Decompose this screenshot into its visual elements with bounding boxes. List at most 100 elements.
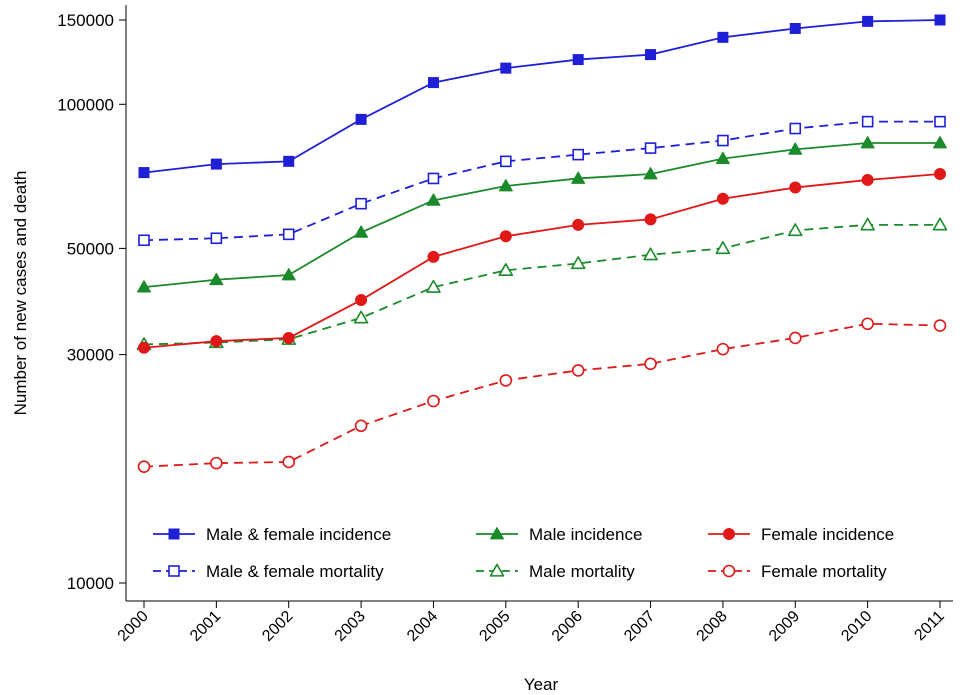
x-tick-label: 2000 — [115, 608, 152, 645]
data-point — [861, 317, 874, 331]
legend-label: Male mortality — [529, 562, 635, 581]
data-point — [210, 335, 223, 348]
plot-area — [125, 5, 953, 602]
data-point — [644, 142, 657, 154]
data-point — [645, 49, 657, 61]
legend-label: Male incidence — [529, 525, 642, 544]
series-layer — [136, 14, 948, 473]
x-axis-label: Year — [524, 675, 559, 694]
series-line — [143, 223, 940, 346]
data-point — [210, 456, 223, 470]
data-point — [717, 31, 729, 43]
legend-item: Male & female mortality — [153, 562, 384, 581]
legend-label: Female mortality — [761, 562, 887, 581]
x-tick-label: 2005 — [476, 608, 513, 645]
data-point — [498, 263, 514, 276]
data-point — [572, 218, 585, 231]
series-male-female-mortality — [138, 115, 946, 247]
data-point — [860, 136, 875, 149]
data-point — [137, 280, 151, 293]
data-point — [715, 151, 730, 165]
data-point — [934, 168, 946, 181]
data-point — [282, 228, 295, 241]
series-line — [143, 322, 941, 468]
data-point — [644, 357, 657, 371]
legend-item: Female mortality — [708, 562, 887, 581]
data-point — [644, 213, 657, 226]
series-male-mortality — [136, 217, 948, 351]
data-point — [354, 419, 368, 433]
data-point — [787, 223, 803, 237]
data-point — [168, 565, 180, 577]
legend-item: Female incidence — [708, 525, 894, 544]
series-female-mortality — [137, 317, 947, 473]
data-point — [933, 136, 947, 149]
data-point — [570, 256, 586, 270]
data-point — [789, 122, 802, 135]
y-axis-label: Number of new cases and death — [11, 171, 30, 416]
y-tick-label: 30000 — [67, 346, 114, 365]
data-point — [426, 279, 441, 293]
data-point — [860, 217, 875, 231]
x-tick-label: 2001 — [187, 608, 224, 645]
data-point — [723, 528, 735, 540]
data-point — [355, 113, 367, 125]
data-point — [209, 272, 224, 286]
legend-item: Male & female incidence — [153, 525, 391, 544]
legend-label: Female incidence — [761, 525, 894, 544]
x-tick-label: 2006 — [549, 608, 586, 645]
data-point — [427, 77, 439, 89]
x-tick-label: 2003 — [332, 608, 369, 645]
x-tick-label: 2010 — [838, 608, 875, 645]
data-point — [138, 234, 150, 247]
data-point — [353, 310, 369, 324]
data-point — [500, 155, 512, 168]
data-point — [426, 193, 441, 206]
series-male-female-incidence — [138, 14, 946, 179]
data-point — [861, 173, 874, 186]
data-point — [138, 167, 150, 179]
data-point — [282, 455, 296, 469]
data-point — [789, 22, 801, 34]
y-tick-label: 150000 — [57, 11, 114, 30]
x-tick-label: 2007 — [621, 608, 658, 645]
data-point — [643, 167, 658, 180]
data-point — [427, 250, 440, 263]
series-female-incidence — [138, 168, 946, 354]
data-point — [489, 563, 505, 577]
data-point — [722, 564, 736, 578]
data-point — [355, 197, 367, 210]
y-tick-label: 100000 — [57, 95, 114, 114]
x-tick-label: 2002 — [259, 608, 296, 645]
x-tick-label: 2008 — [694, 608, 731, 645]
data-point — [716, 342, 730, 356]
legend-label: Male & female incidence — [206, 525, 391, 544]
y-axis-ticks: 10000 30000 50000 100000 150000 — [57, 11, 126, 593]
series-male-incidence — [137, 136, 947, 293]
data-point — [283, 155, 295, 167]
legend-label: Male & female mortality — [206, 562, 384, 581]
x-axis-ticks: 2000 2001 2002 2003 2004 2005 2006 2007 2008 2009… — [115, 601, 948, 645]
data-point — [427, 394, 440, 408]
data-point — [281, 267, 296, 281]
x-tick-label: 2004 — [404, 608, 441, 645]
data-point — [210, 158, 222, 170]
data-point — [498, 179, 513, 192]
data-point — [490, 527, 504, 540]
data-point — [499, 374, 513, 387]
data-point — [862, 15, 874, 27]
series-line — [143, 120, 940, 242]
series-line — [143, 19, 941, 174]
data-point — [934, 14, 946, 26]
data-point — [282, 331, 295, 344]
data-point — [715, 241, 731, 255]
data-point — [934, 115, 946, 128]
data-point — [210, 232, 223, 245]
data-point — [716, 192, 729, 205]
data-point — [571, 171, 586, 184]
series-line — [143, 173, 941, 349]
data-point — [789, 181, 802, 194]
data-point — [717, 134, 729, 147]
data-point — [500, 62, 512, 74]
